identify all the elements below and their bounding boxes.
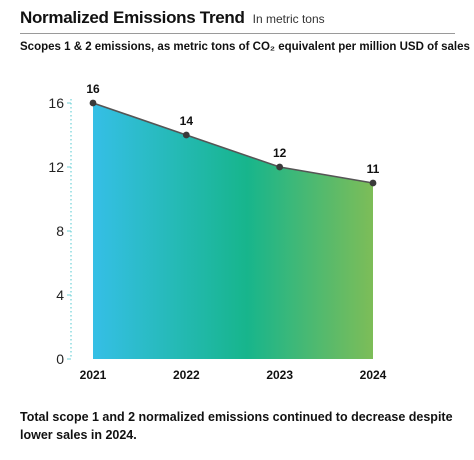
title-divider xyxy=(20,33,455,34)
x-tick-label: 2024 xyxy=(360,368,387,382)
y-tick-label: 4 xyxy=(56,287,64,303)
y-tick-label: 16 xyxy=(48,95,64,111)
chart-title: Normalized Emissions Trend xyxy=(20,8,245,27)
data-point xyxy=(89,99,97,107)
data-point xyxy=(369,179,377,187)
x-tick-label: 2023 xyxy=(266,368,293,382)
chart-header: Normalized Emissions Trend In metric ton… xyxy=(20,8,325,31)
y-axis: 0 4 8 12 16 xyxy=(48,95,72,367)
chart-subtitle: Scopes 1 & 2 emissions, as metric tons o… xyxy=(20,41,470,53)
data-point xyxy=(182,131,190,139)
data-label: 14 xyxy=(180,114,194,128)
x-tick-label: 2021 xyxy=(80,368,107,382)
area-series xyxy=(89,99,377,359)
data-point xyxy=(276,163,284,171)
data-label: 11 xyxy=(367,162,380,176)
data-label: 16 xyxy=(86,82,100,96)
chart-caption: Total scope 1 and 2 normalized emissions… xyxy=(20,410,453,442)
data-labels: 16 14 12 11 xyxy=(86,82,379,176)
x-tick-label: 2022 xyxy=(173,368,200,382)
y-tick-label: 0 xyxy=(56,351,64,367)
chart-unit-note: In metric tons xyxy=(252,12,325,26)
data-label: 12 xyxy=(273,146,287,160)
area-chart: 0 4 8 12 16 2021 2022 2023 2024 16 14 12 11 xyxy=(48,82,387,382)
y-tick-label: 12 xyxy=(48,159,64,175)
y-tick-label: 8 xyxy=(56,223,64,239)
series-line xyxy=(92,102,374,184)
x-axis: 2021 2022 2023 2024 xyxy=(80,368,387,382)
area-fill xyxy=(93,103,373,359)
